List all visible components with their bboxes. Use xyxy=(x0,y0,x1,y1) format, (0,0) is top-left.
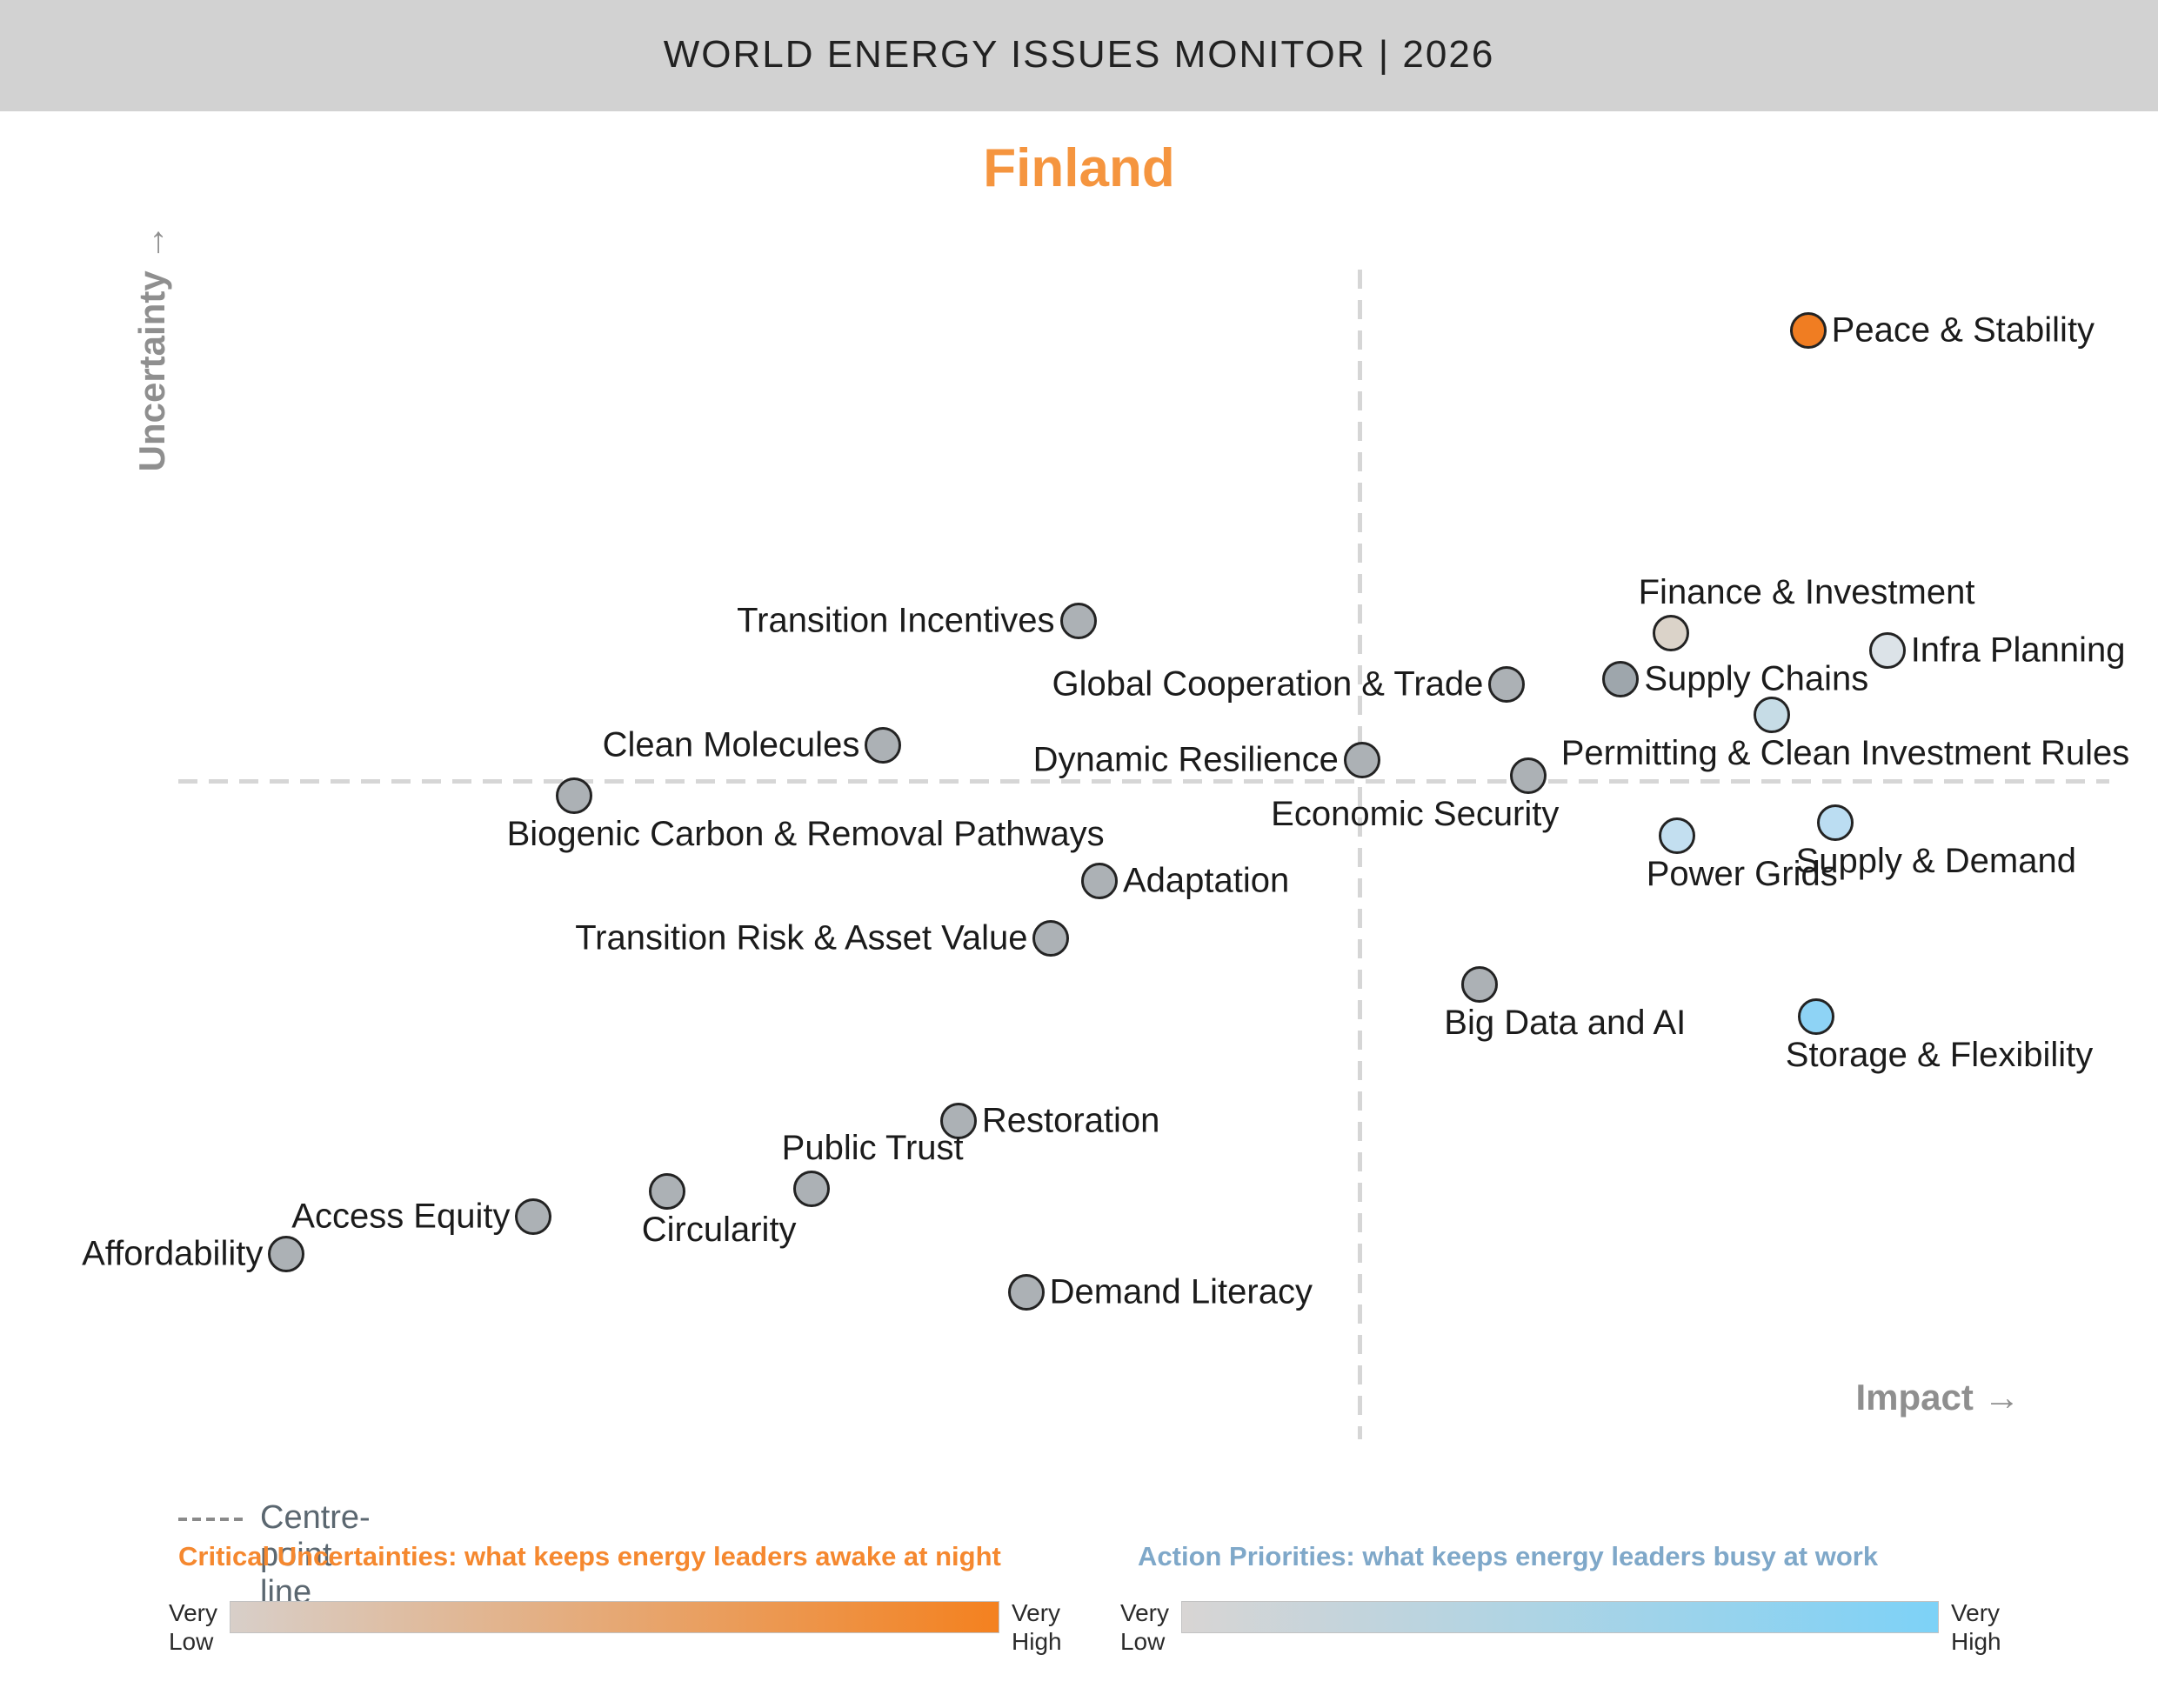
issue-label-adaptation: Adaptation xyxy=(1122,861,1290,900)
issue-label-transition-risk-asset-value: Transition Risk & Asset Value xyxy=(575,918,1028,957)
issue-label-dynamic-resilience: Dynamic Resilience xyxy=(1032,740,1339,779)
issue-label-power-grids: Power Grids xyxy=(1646,854,1838,893)
issue-dot-power-grids xyxy=(1658,817,1695,854)
issue-label-supply-chains: Supply Chains xyxy=(1644,659,1869,698)
issue-label-permitting-clean-investment-rules: Permitting & Clean Investment Rules xyxy=(1560,734,2130,773)
issue-dot-public-trust xyxy=(793,1171,831,1208)
issue-dot-permitting-clean-investment-rules xyxy=(1753,697,1790,734)
x-axis-label: Impact → xyxy=(1855,1377,2021,1418)
issue-dot-storage-flexibility xyxy=(1797,998,1834,1036)
horizontal-center-line xyxy=(178,779,2109,784)
issue-label-peace-stability: Peace & Stability xyxy=(1831,310,2095,350)
issue-label-public-trust: Public Trust xyxy=(781,1129,964,1168)
issue-dot-restoration xyxy=(939,1103,977,1140)
issue-dot-dynamic-resilience xyxy=(1343,741,1380,778)
issue-label-infra-planning: Infra Planning xyxy=(1910,630,2126,670)
centre-point-dash-icon xyxy=(178,1518,246,1521)
issue-dot-infra-planning xyxy=(1868,632,1906,670)
vertical-center-line xyxy=(1358,270,1362,1439)
action-scale-high: Very High xyxy=(1951,1599,2001,1656)
issue-dot-supply-chains xyxy=(1602,660,1640,697)
issue-label-economic-security: Economic Security xyxy=(1271,795,1560,834)
action-gradient-bar xyxy=(1181,1601,1939,1633)
issue-dot-affordability xyxy=(268,1236,305,1273)
issue-label-restoration: Restoration xyxy=(981,1101,1160,1140)
issue-label-global-cooperation-trade: Global Cooperation & Trade xyxy=(1052,664,1484,704)
header-bar: WORLD ENERGY ISSUES MONITOR | 2026 xyxy=(0,0,2158,111)
issue-dot-finance-investment xyxy=(1653,615,1690,652)
issue-label-access-equity: Access Equity xyxy=(291,1197,511,1236)
issue-label-supply-demand: Supply & Demand xyxy=(1795,842,2076,881)
issue-label-transition-incentives: Transition Incentives xyxy=(737,601,1055,639)
issue-dot-adaptation xyxy=(1080,863,1118,900)
critical-gradient-bar xyxy=(230,1601,999,1633)
critical-uncertainties-heading: Critical Uncertainties: what keeps energ… xyxy=(178,1541,1001,1571)
issue-dot-transition-risk-asset-value xyxy=(1032,920,1070,957)
issue-label-demand-literacy: Demand Literacy xyxy=(1049,1272,1313,1311)
issue-dot-transition-incentives xyxy=(1059,602,1097,639)
country-title: Finland xyxy=(983,138,1175,198)
issue-dot-big-data-and-ai xyxy=(1461,965,1499,1003)
critical-scale-low: Very Low xyxy=(168,1599,217,1656)
issue-dot-clean-molecules xyxy=(865,727,902,764)
centre-point-label: Centre-point line xyxy=(260,1499,371,1611)
issue-label-storage-flexibility: Storage & Flexibility xyxy=(1785,1036,2094,1075)
issue-dot-global-cooperation-trade xyxy=(1488,666,1526,704)
critical-scale-high: Very High xyxy=(1012,1599,1062,1656)
action-priorities-heading: Action Priorities: what keeps energy lea… xyxy=(1138,1541,1879,1571)
issue-dot-demand-literacy xyxy=(1007,1273,1045,1311)
issue-dot-circularity xyxy=(648,1172,685,1210)
issue-label-biogenic-carbon-removal-pathways: Biogenic Carbon & Removal Pathways xyxy=(506,815,1105,854)
report-title: WORLD ENERGY ISSUES MONITOR | 2026 xyxy=(663,33,1495,76)
issue-dot-economic-security xyxy=(1509,757,1547,795)
issue-label-affordability: Affordability xyxy=(82,1234,264,1273)
issue-label-clean-molecules: Clean Molecules xyxy=(602,725,860,764)
y-axis-label: Uncertainty → xyxy=(131,224,172,472)
issue-label-circularity: Circularity xyxy=(641,1210,797,1249)
issue-label-finance-investment: Finance & Investment xyxy=(1638,573,1975,612)
action-scale-low: Very Low xyxy=(1119,1599,1169,1656)
issue-dot-peace-stability xyxy=(1789,311,1827,349)
issue-label-big-data-and-ai: Big Data and AI xyxy=(1444,1003,1687,1042)
issue-dot-supply-demand xyxy=(1816,804,1854,842)
issue-dot-biogenic-carbon-removal-pathways xyxy=(556,777,593,815)
issue-dot-access-equity xyxy=(515,1198,552,1236)
